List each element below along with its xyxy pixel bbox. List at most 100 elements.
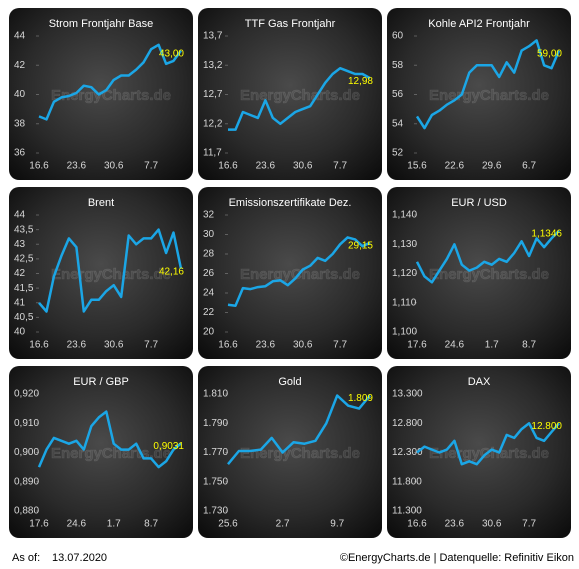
watermark: EnergyCharts.de [51, 266, 171, 283]
chart-title: DAX [468, 376, 491, 388]
value-label: 0,9031 [153, 441, 184, 452]
panel-background [387, 366, 571, 538]
panel-background [198, 366, 382, 538]
watermark: EnergyCharts.de [429, 266, 549, 283]
y-tick-label: 42 [14, 268, 26, 279]
price-line [227, 394, 371, 465]
y-tick-label: 28 [203, 249, 215, 260]
y-tick-label: 1,130 [392, 239, 417, 250]
price-line [228, 66, 371, 131]
y-tick-label: 13.300 [392, 389, 423, 400]
chart-title: EUR / USD [451, 197, 507, 209]
x-tick-label: 30.6 [293, 340, 313, 351]
x-tick-label: 8.7 [522, 340, 536, 351]
y-tick-label: 1.810 [203, 389, 228, 400]
y-tick-label: 41 [14, 297, 26, 308]
x-tick-label: 24.6 [445, 340, 465, 351]
x-tick-label: 8.7 [144, 519, 158, 530]
y-tick-label: 0,890 [14, 476, 39, 487]
panel-background [387, 187, 571, 359]
value-label: 1.809 [348, 393, 373, 404]
panel-background [9, 366, 193, 538]
y-tick-label: 42 [14, 60, 26, 71]
chart-panel: EUR / GBP EnergyCharts.de 0,880 0,890 0,900 0… [9, 366, 193, 538]
y-tick-label: 13,7 [203, 31, 223, 42]
y-tick-label: 1.750 [203, 476, 228, 487]
y-tick-label: 42,5 [14, 254, 34, 265]
y-tick-label: 32 [203, 210, 215, 221]
price-line [416, 422, 560, 466]
y-tick-label: 43,5 [14, 224, 34, 235]
price-line [37, 410, 182, 469]
x-tick-label: 7.7 [522, 519, 536, 530]
x-tick-label: 7.7 [144, 340, 158, 351]
y-tick-label: 12.800 [392, 418, 423, 429]
y-tick-label: 56 [392, 89, 404, 100]
x-tick-label: 16.6 [29, 340, 49, 351]
watermark: EnergyCharts.de [51, 445, 171, 462]
chart-panel: DAX EnergyCharts.de 11.300 11.800 12.300 12.8… [387, 366, 571, 538]
x-tick-label: 1.7 [485, 340, 499, 351]
y-tick-label: 30 [203, 229, 215, 240]
y-tick-label: 58 [392, 60, 404, 71]
y-tick-label: 36 [14, 148, 26, 159]
chart-title: Kohle API2 Frontjahr [428, 18, 530, 30]
y-tick-label: 60 [392, 31, 404, 42]
y-tick-label: 12,7 [203, 89, 223, 100]
chart-title: Strom Frontjahr Base [49, 18, 154, 30]
y-tick-label: 22 [203, 307, 215, 318]
x-tick-label: 16.6 [218, 161, 238, 172]
chart-title: Gold [278, 376, 301, 388]
y-tick-label: 0,910 [14, 418, 39, 429]
y-tick-label: 40 [14, 327, 26, 338]
x-tick-label: 17.6 [407, 340, 427, 351]
y-tick-label: 13,2 [203, 60, 223, 71]
x-tick-label: 23.6 [67, 340, 87, 351]
y-tick-label: 20 [203, 327, 215, 338]
price-line [415, 39, 561, 130]
y-tick-label: 0,920 [14, 389, 39, 400]
x-tick-label: 23.6 [256, 340, 276, 351]
watermark: EnergyCharts.de [429, 87, 549, 104]
x-tick-label: 30.6 [293, 161, 313, 172]
y-tick-label: 1.790 [203, 418, 228, 429]
y-tick-label: 40,5 [14, 312, 34, 323]
y-tick-label: 38 [14, 118, 26, 129]
panel-background [9, 187, 193, 359]
x-tick-label: 30.6 [104, 161, 124, 172]
panel-background [387, 8, 571, 180]
y-tick-label: 1,110 [392, 297, 417, 308]
y-tick-label: 52 [392, 148, 404, 159]
y-tick-label: 43 [14, 239, 26, 250]
x-tick-label: 24.6 [67, 519, 87, 530]
x-tick-label: 16.6 [29, 161, 49, 172]
x-tick-label: 1.7 [107, 519, 121, 530]
chart-title: Brent [88, 197, 114, 209]
value-label: 59,00 [537, 48, 562, 59]
y-tick-label: 1,100 [392, 327, 417, 338]
price-line [38, 228, 183, 313]
x-tick-label: 7.7 [144, 161, 158, 172]
chart-panel: Emissionszertifikate Dez.EnergyCharts.de… [198, 187, 382, 359]
chart-panel: TTF Gas Frontjahr EnergyCharts.de 11,7 12,2… [198, 8, 382, 180]
panel-background [198, 187, 382, 359]
value-label: 43,00 [159, 48, 184, 59]
value-label: 12.800 [531, 421, 562, 432]
y-tick-label: 0,880 [14, 506, 39, 517]
as-of-label: As of: [12, 552, 40, 564]
y-tick-label: 1,140 [392, 210, 417, 221]
y-tick-label: 44 [14, 31, 26, 42]
x-tick-label: 23.6 [445, 519, 465, 530]
value-label: 42,16 [159, 266, 184, 277]
x-tick-label: 25.6 [218, 519, 238, 530]
x-tick-label: 16.6 [218, 340, 238, 351]
y-tick-label: 12.300 [392, 447, 423, 458]
price-line [227, 236, 371, 307]
chart-title: EUR / GBP [73, 376, 129, 388]
y-tick-label: 11.300 [392, 506, 422, 517]
watermark: EnergyCharts.de [240, 87, 360, 104]
panel-background [198, 8, 382, 180]
x-tick-label: 2.7 [276, 519, 290, 530]
y-tick-label: 12,2 [203, 118, 223, 129]
